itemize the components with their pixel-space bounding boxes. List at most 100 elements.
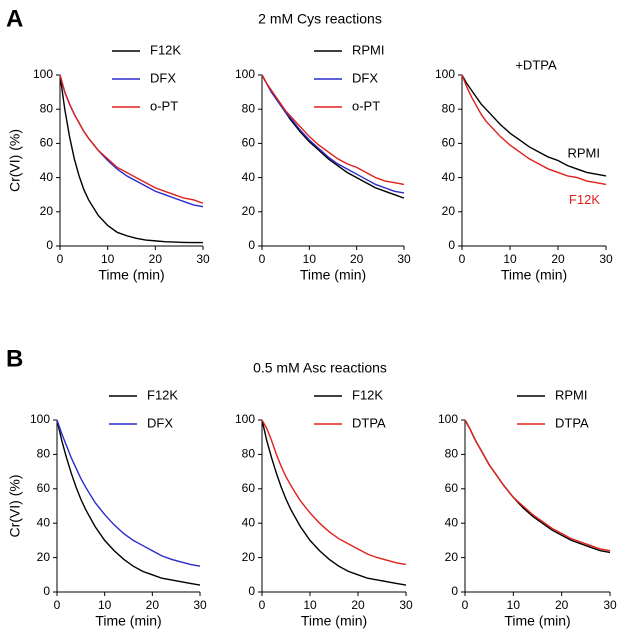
x-tick-label: 0	[259, 598, 266, 612]
series-label: RPMI	[568, 145, 601, 160]
y-tick-label: 40	[242, 170, 256, 184]
series-line	[56, 419, 201, 567]
y-tick-label: 0	[46, 238, 53, 252]
series-line	[261, 74, 405, 194]
x-tick-label: 30	[397, 252, 411, 266]
x-tick-label: 0	[459, 252, 466, 266]
y-tick-label: 80	[242, 101, 256, 115]
y-tick-label: 40	[37, 515, 51, 529]
x-tick-label: 20	[146, 598, 160, 612]
y-tick-label: 0	[248, 238, 255, 252]
series-line	[59, 74, 203, 244]
y-tick-label: 100	[235, 412, 255, 426]
x-tick-label: 30	[599, 252, 613, 266]
y-tick-label: 80	[242, 447, 256, 461]
x-tick-label: 20	[350, 252, 364, 266]
series-line	[59, 74, 204, 204]
y-tick-label: 60	[445, 481, 459, 495]
x-tick-label: 0	[57, 252, 64, 266]
y-tick-label: 0	[451, 584, 458, 598]
y-tick-label: 80	[445, 447, 459, 461]
legend-label: F12K	[147, 387, 178, 402]
y-tick-label: 20	[242, 550, 256, 564]
y-tick-label: 100	[235, 67, 255, 81]
legend-label: DFX	[352, 70, 378, 85]
series-label: F12K	[569, 192, 600, 207]
y-tick-label: 80	[37, 447, 51, 461]
y-tick-label: 20	[445, 550, 459, 564]
y-tick-label: 80	[442, 101, 456, 115]
x-tick-label: 20	[149, 252, 163, 266]
y-tick-label: 40	[445, 515, 459, 529]
x-tick-label: 30	[603, 598, 617, 612]
legend-label: o-PT	[150, 98, 178, 113]
y-tick-label: 80	[40, 101, 54, 115]
y-tick-label: 20	[40, 204, 54, 218]
y-axis-title: Cr(VI) (%)	[7, 129, 23, 192]
legend-label: F12K	[352, 387, 383, 402]
x-tick-label: 10	[98, 598, 112, 612]
y-tick-label: 100	[30, 412, 50, 426]
x-tick-label: 20	[555, 598, 569, 612]
x-tick-label: 10	[101, 252, 115, 266]
series-line	[261, 74, 405, 186]
y-tick-label: 0	[248, 584, 255, 598]
series-line	[461, 74, 607, 177]
y-tick-label: 0	[43, 584, 50, 598]
series-line	[464, 419, 611, 554]
x-tick-label: 10	[303, 598, 317, 612]
legend-label: DFX	[150, 70, 176, 85]
panel-letter: B	[6, 345, 23, 372]
section-title: 2 mM Cys reactions	[258, 11, 382, 27]
x-tick-label: 30	[196, 252, 210, 266]
series-line	[461, 74, 607, 186]
y-tick-label: 40	[40, 170, 54, 184]
x-tick-label: 30	[193, 598, 207, 612]
series-line	[59, 74, 204, 208]
y-tick-label: 20	[442, 204, 456, 218]
panel-letter: A	[6, 5, 23, 32]
y-tick-label: 40	[242, 515, 256, 529]
annotation: +DTPA	[515, 57, 557, 72]
x-tick-label: 10	[507, 598, 521, 612]
x-tick-label: 30	[399, 598, 413, 612]
series-line	[464, 419, 611, 552]
legend-label: RPMI	[555, 387, 588, 402]
x-axis-title: Time (min)	[501, 267, 567, 283]
y-tick-label: 20	[242, 204, 256, 218]
legend-label: F12K	[150, 42, 181, 57]
x-axis-title: Time (min)	[98, 267, 164, 283]
y-tick-label: 60	[37, 481, 51, 495]
x-tick-label: 20	[351, 598, 365, 612]
x-tick-label: 0	[462, 598, 469, 612]
y-tick-label: 60	[40, 136, 54, 150]
y-tick-label: 0	[448, 238, 455, 252]
series-line	[56, 419, 201, 586]
legend-label: DFX	[147, 415, 173, 430]
x-axis-title: Time (min)	[95, 613, 161, 629]
y-tick-label: 20	[37, 550, 51, 564]
x-tick-label: 0	[54, 598, 61, 612]
x-axis-title: Time (min)	[300, 267, 366, 283]
y-tick-label: 100	[435, 67, 455, 81]
y-tick-label: 100	[33, 67, 53, 81]
legend-label: RPMI	[352, 42, 385, 57]
x-tick-label: 10	[503, 252, 517, 266]
legend-label: o-PT	[352, 98, 380, 113]
x-tick-label: 20	[551, 252, 565, 266]
x-tick-label: 0	[259, 252, 266, 266]
y-axis-title: Cr(VI) (%)	[7, 475, 23, 538]
y-tick-label: 60	[242, 136, 256, 150]
y-tick-label: 60	[242, 481, 256, 495]
y-tick-label: 100	[438, 412, 458, 426]
x-axis-title: Time (min)	[504, 613, 570, 629]
series-line	[261, 419, 407, 586]
y-tick-label: 60	[442, 136, 456, 150]
series-line	[261, 419, 407, 566]
legend-label: DTPA	[352, 415, 386, 430]
x-axis-title: Time (min)	[301, 613, 367, 629]
x-tick-label: 10	[303, 252, 317, 266]
y-tick-label: 40	[442, 170, 456, 184]
legend-label: DTPA	[555, 415, 589, 430]
